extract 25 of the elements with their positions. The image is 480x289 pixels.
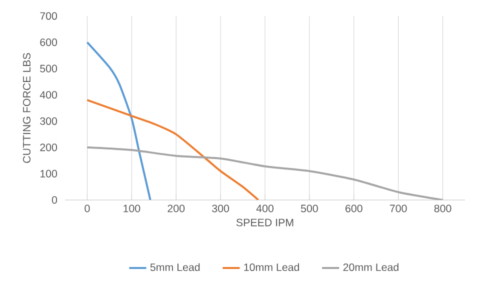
x-tick-label: 100	[124, 204, 140, 212]
x-tick-label: 400	[256, 204, 274, 212]
x-tick-label: 200	[168, 204, 185, 212]
y-tick-label: 200	[40, 144, 58, 152]
x-tick-label: 500	[300, 204, 318, 212]
line-series	[86, 99, 260, 200]
x-tick-label: 0	[84, 204, 90, 212]
x-tick-label: 800	[434, 204, 452, 212]
legend-label: 20mm Lead	[343, 263, 398, 272]
y-tick-label: 700	[40, 12, 58, 20]
legend-label: 5mm Lead	[150, 263, 200, 272]
x-tick-label: 700	[390, 204, 407, 212]
line-series	[86, 41, 152, 200]
y-tick-label: 100	[40, 170, 58, 178]
y-tick-label: 600	[40, 38, 58, 46]
y-axis-title: CUTTING FORCE LBS	[22, 53, 30, 163]
x-tick-label: 600	[346, 204, 362, 212]
legend-label: 10mm Lead	[244, 263, 300, 272]
y-tick-label: 300	[40, 117, 58, 125]
x-axis-title: SPEED IPM	[236, 218, 294, 226]
y-tick-label: 400	[40, 91, 58, 99]
y-tick-label: 500	[40, 64, 58, 72]
x-tick-label: 300	[212, 204, 230, 212]
y-tick-label: 0	[52, 196, 58, 204]
line-series	[86, 146, 444, 200]
